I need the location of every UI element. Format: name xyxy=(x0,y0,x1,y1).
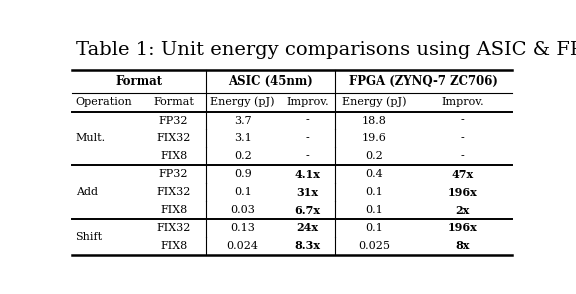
Text: 31x: 31x xyxy=(297,187,319,198)
Text: FIX8: FIX8 xyxy=(160,151,187,161)
Text: 8x: 8x xyxy=(456,240,470,251)
Text: FIX8: FIX8 xyxy=(160,205,187,215)
Text: 6.7x: 6.7x xyxy=(294,205,320,216)
Text: 24x: 24x xyxy=(297,223,319,233)
Text: 0.025: 0.025 xyxy=(358,241,391,251)
Text: Energy (pJ): Energy (pJ) xyxy=(342,97,407,107)
Text: 0.9: 0.9 xyxy=(234,169,252,179)
Text: FP32: FP32 xyxy=(159,169,188,179)
Text: 3.7: 3.7 xyxy=(234,116,252,126)
Text: Improv.: Improv. xyxy=(286,97,329,107)
Text: Table 1: Unit energy comparisons using ASIC & FPGA.: Table 1: Unit energy comparisons using A… xyxy=(77,41,576,59)
Text: 4.1x: 4.1x xyxy=(294,169,320,180)
Text: Shift: Shift xyxy=(75,232,103,242)
Text: FIX32: FIX32 xyxy=(156,133,191,143)
Text: FP32: FP32 xyxy=(159,116,188,126)
Text: 0.024: 0.024 xyxy=(227,241,259,251)
Text: 47x: 47x xyxy=(452,169,473,180)
Text: 3.1: 3.1 xyxy=(234,133,252,143)
Text: 0.1: 0.1 xyxy=(366,205,383,215)
Text: ASIC (45nm): ASIC (45nm) xyxy=(228,75,313,88)
Text: FIX32: FIX32 xyxy=(156,187,191,197)
Text: Operation: Operation xyxy=(75,97,132,107)
Text: -: - xyxy=(461,133,464,143)
Text: 2x: 2x xyxy=(456,205,469,216)
Text: 0.1: 0.1 xyxy=(366,223,383,233)
Text: 196x: 196x xyxy=(448,187,478,198)
Text: -: - xyxy=(306,133,309,143)
Text: 0.13: 0.13 xyxy=(230,223,255,233)
Text: 0.1: 0.1 xyxy=(366,187,383,197)
Text: 18.8: 18.8 xyxy=(362,116,387,126)
Text: -: - xyxy=(461,116,464,126)
Text: 0.03: 0.03 xyxy=(230,205,255,215)
Text: Energy (pJ): Energy (pJ) xyxy=(210,97,275,107)
Text: Improv.: Improv. xyxy=(441,97,484,107)
Text: FIX8: FIX8 xyxy=(160,241,187,251)
Text: Format: Format xyxy=(153,97,194,107)
Text: 8.3x: 8.3x xyxy=(294,240,320,251)
Text: FPGA (ZYNQ-7 ZC706): FPGA (ZYNQ-7 ZC706) xyxy=(349,75,498,88)
Text: FIX32: FIX32 xyxy=(156,223,191,233)
Text: 0.1: 0.1 xyxy=(234,187,252,197)
Text: Add: Add xyxy=(75,187,97,197)
Text: 0.2: 0.2 xyxy=(366,151,383,161)
Text: Format: Format xyxy=(115,75,162,88)
Text: 19.6: 19.6 xyxy=(362,133,387,143)
Text: 196x: 196x xyxy=(448,223,478,233)
Text: 0.4: 0.4 xyxy=(366,169,383,179)
Text: -: - xyxy=(461,151,464,161)
Text: Mult.: Mult. xyxy=(75,133,106,143)
Text: 0.2: 0.2 xyxy=(234,151,252,161)
Text: -: - xyxy=(306,116,309,126)
Text: -: - xyxy=(306,151,309,161)
